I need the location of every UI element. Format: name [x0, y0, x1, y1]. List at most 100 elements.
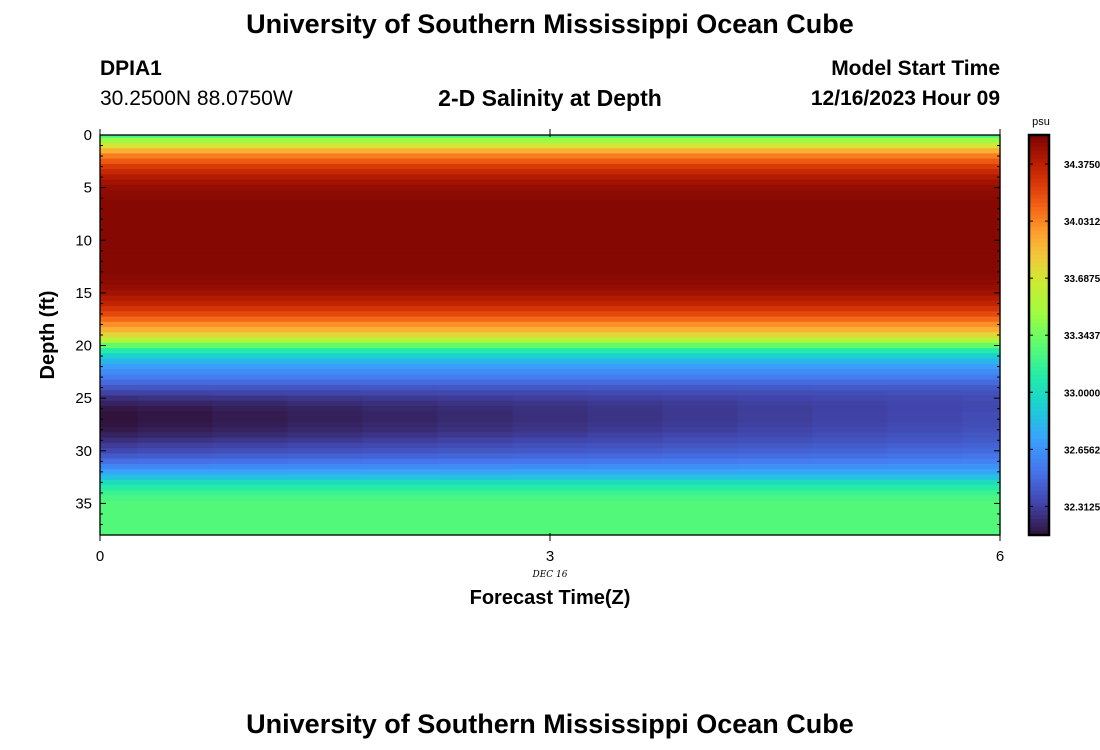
heatmap-cell	[962, 495, 1001, 502]
heatmap-cell	[212, 527, 289, 533]
heatmap-cell	[512, 427, 589, 433]
heatmap-cell	[737, 479, 814, 486]
heatmap-cell	[662, 448, 739, 455]
colorbar-band	[1029, 519, 1049, 524]
heatmap-cell	[100, 232, 139, 239]
colorbar-band	[1029, 471, 1049, 476]
heatmap-cell	[362, 490, 439, 497]
heatmap-cell	[362, 379, 439, 386]
heatmap-cell	[512, 285, 589, 291]
heatmap-cell	[737, 279, 814, 286]
heatmap-cell	[662, 363, 739, 370]
heatmap-cell	[737, 237, 814, 244]
colorbar-band	[1029, 147, 1049, 152]
heatmap-cell	[437, 200, 514, 207]
heatmap-cell	[100, 137, 139, 144]
colorbar-band	[1029, 423, 1049, 428]
heatmap-cell	[512, 511, 589, 518]
heatmap-cell	[137, 200, 214, 207]
heatmap-cell	[100, 185, 139, 191]
heatmap-cell	[962, 135, 1001, 139]
heatmap-cell	[662, 379, 739, 386]
heatmap-cell	[287, 274, 364, 281]
heatmap-cell	[512, 379, 589, 386]
heatmap-cell	[662, 285, 739, 291]
heatmap-cell	[812, 390, 889, 397]
heatmap-cell	[737, 185, 814, 191]
heatmap-cell	[812, 348, 889, 355]
heatmap-cell	[737, 427, 814, 433]
heatmap-cell	[512, 337, 589, 344]
heatmap-cell	[287, 442, 364, 449]
heatmap-cell	[287, 306, 364, 312]
heatmap-cell	[737, 232, 814, 239]
heatmap-cell	[437, 406, 514, 412]
heatmap-cell	[212, 153, 289, 160]
heatmap-cell	[887, 506, 964, 512]
heatmap-cell	[212, 295, 289, 302]
heatmap-cell	[737, 295, 814, 302]
heatmap-cell	[100, 253, 139, 260]
heatmap-cell	[737, 174, 814, 181]
heatmap-cell	[812, 148, 889, 155]
heatmap-cell	[512, 153, 589, 160]
heatmap-cell	[100, 521, 139, 528]
heatmap-cell	[512, 242, 589, 249]
heatmap-cell	[887, 516, 964, 523]
heatmap-cell	[812, 337, 889, 344]
x-date-label: DEC 16	[532, 570, 568, 580]
heatmap-cell	[437, 316, 514, 323]
heatmap-cell	[812, 221, 889, 228]
heatmap-cell	[137, 332, 214, 339]
heatmap-cell	[362, 295, 439, 302]
page-title: University of Southern Mississippi Ocean…	[246, 9, 854, 39]
heatmap-cell	[662, 274, 739, 281]
heatmap-cell	[100, 369, 139, 376]
heatmap-cell	[662, 179, 739, 186]
heatmap-cell	[812, 295, 889, 302]
heatmap-cell	[212, 135, 289, 139]
heatmap-cell	[362, 453, 439, 460]
colorbar-band	[1029, 195, 1049, 200]
heatmap-cell	[512, 490, 589, 497]
heatmap-cell	[812, 279, 889, 286]
heatmap-cell	[512, 269, 589, 276]
heatmap-cell	[662, 253, 739, 260]
heatmap-cell	[287, 506, 364, 512]
heatmap-cell	[962, 348, 1001, 355]
heatmap-cell	[737, 532, 814, 536]
heatmap-cell	[212, 442, 289, 449]
heatmap-cell	[737, 190, 814, 197]
heatmap-cell	[437, 179, 514, 186]
heatmap-cell	[287, 353, 364, 360]
heatmap-cell	[512, 479, 589, 486]
heatmap-cell	[812, 332, 889, 339]
heatmap-cell	[662, 206, 739, 212]
colorbar-band	[1029, 259, 1049, 264]
colorbar-band	[1029, 295, 1049, 300]
y-tick-label: 20	[75, 338, 92, 355]
heatmap-cell	[587, 321, 664, 328]
heatmap-cell	[812, 363, 889, 370]
heatmap-cell	[812, 358, 889, 365]
heatmap-cell	[137, 285, 214, 291]
heatmap-cell	[887, 306, 964, 312]
heatmap-cell	[512, 395, 589, 402]
heatmap-cell	[437, 169, 514, 176]
heatmap-cell	[212, 358, 289, 365]
heatmap-cell	[212, 369, 289, 376]
heatmap-cell	[287, 253, 364, 260]
heatmap-cell	[812, 174, 889, 181]
heatmap-cell	[137, 416, 214, 423]
heatmap-cell	[587, 490, 664, 497]
heatmap-cell	[137, 158, 214, 165]
heatmap-cell	[137, 248, 214, 255]
heatmap-cell	[437, 327, 514, 333]
heatmap-cell	[587, 195, 664, 202]
colorbar-band	[1029, 455, 1049, 460]
heatmap-cell	[137, 427, 214, 433]
heatmap-cell	[662, 290, 739, 297]
heatmap-cell	[812, 421, 889, 428]
heatmap-cell	[887, 427, 964, 433]
heatmap-cell	[137, 206, 214, 212]
